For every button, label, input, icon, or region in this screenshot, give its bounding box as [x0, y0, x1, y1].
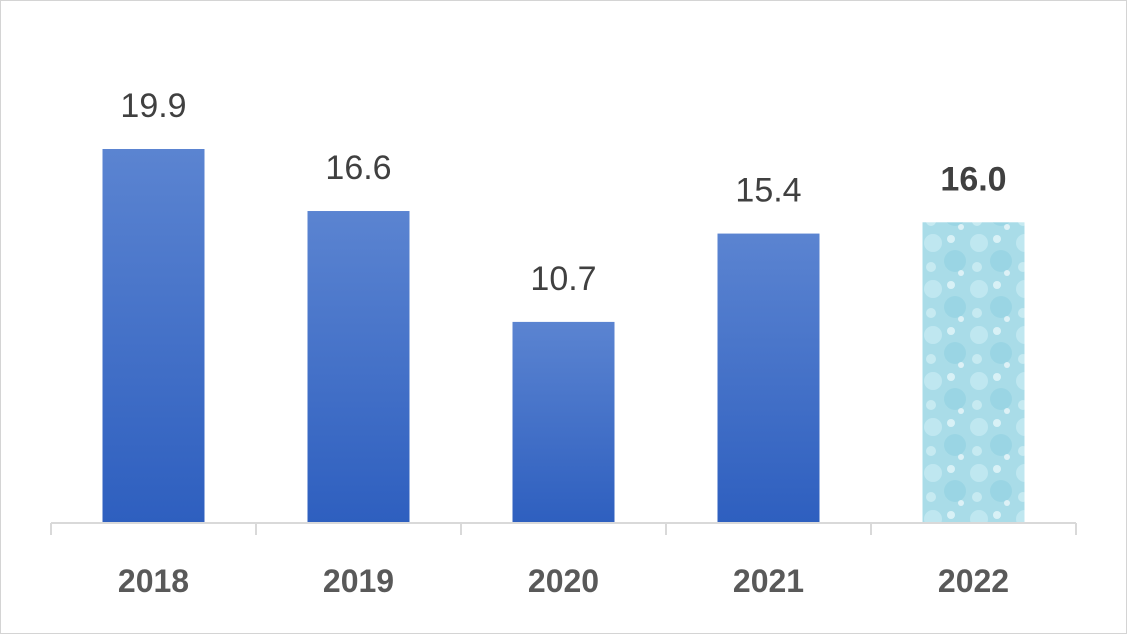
x-tick-label-2018: 2018	[118, 563, 189, 599]
data-label-2019: 16.6	[325, 149, 391, 187]
bar-2022	[922, 222, 1025, 523]
bar-2019	[307, 211, 410, 524]
bar-2021	[717, 233, 820, 523]
data-label-2022: 16.0	[940, 160, 1006, 198]
data-label-2021: 15.4	[735, 172, 801, 210]
tick-labels-layer: 2018 2019 2020 2021 2022	[118, 563, 1009, 599]
bar-2020	[512, 321, 615, 523]
x-tick-label-2019: 2019	[323, 563, 394, 599]
bar-2018	[102, 149, 205, 523]
data-label-2020: 10.7	[530, 260, 596, 298]
bars-layer	[102, 149, 1025, 524]
x-tick-label-2021: 2021	[733, 563, 804, 599]
data-label-2018: 19.9	[120, 87, 186, 125]
x-axis	[50, 522, 1077, 535]
x-tick-label-2020: 2020	[528, 563, 599, 599]
x-tick-label-2022: 2022	[938, 563, 1009, 599]
data-labels-layer: 19.9 16.6 10.7 15.4 16.0	[120, 87, 1006, 298]
